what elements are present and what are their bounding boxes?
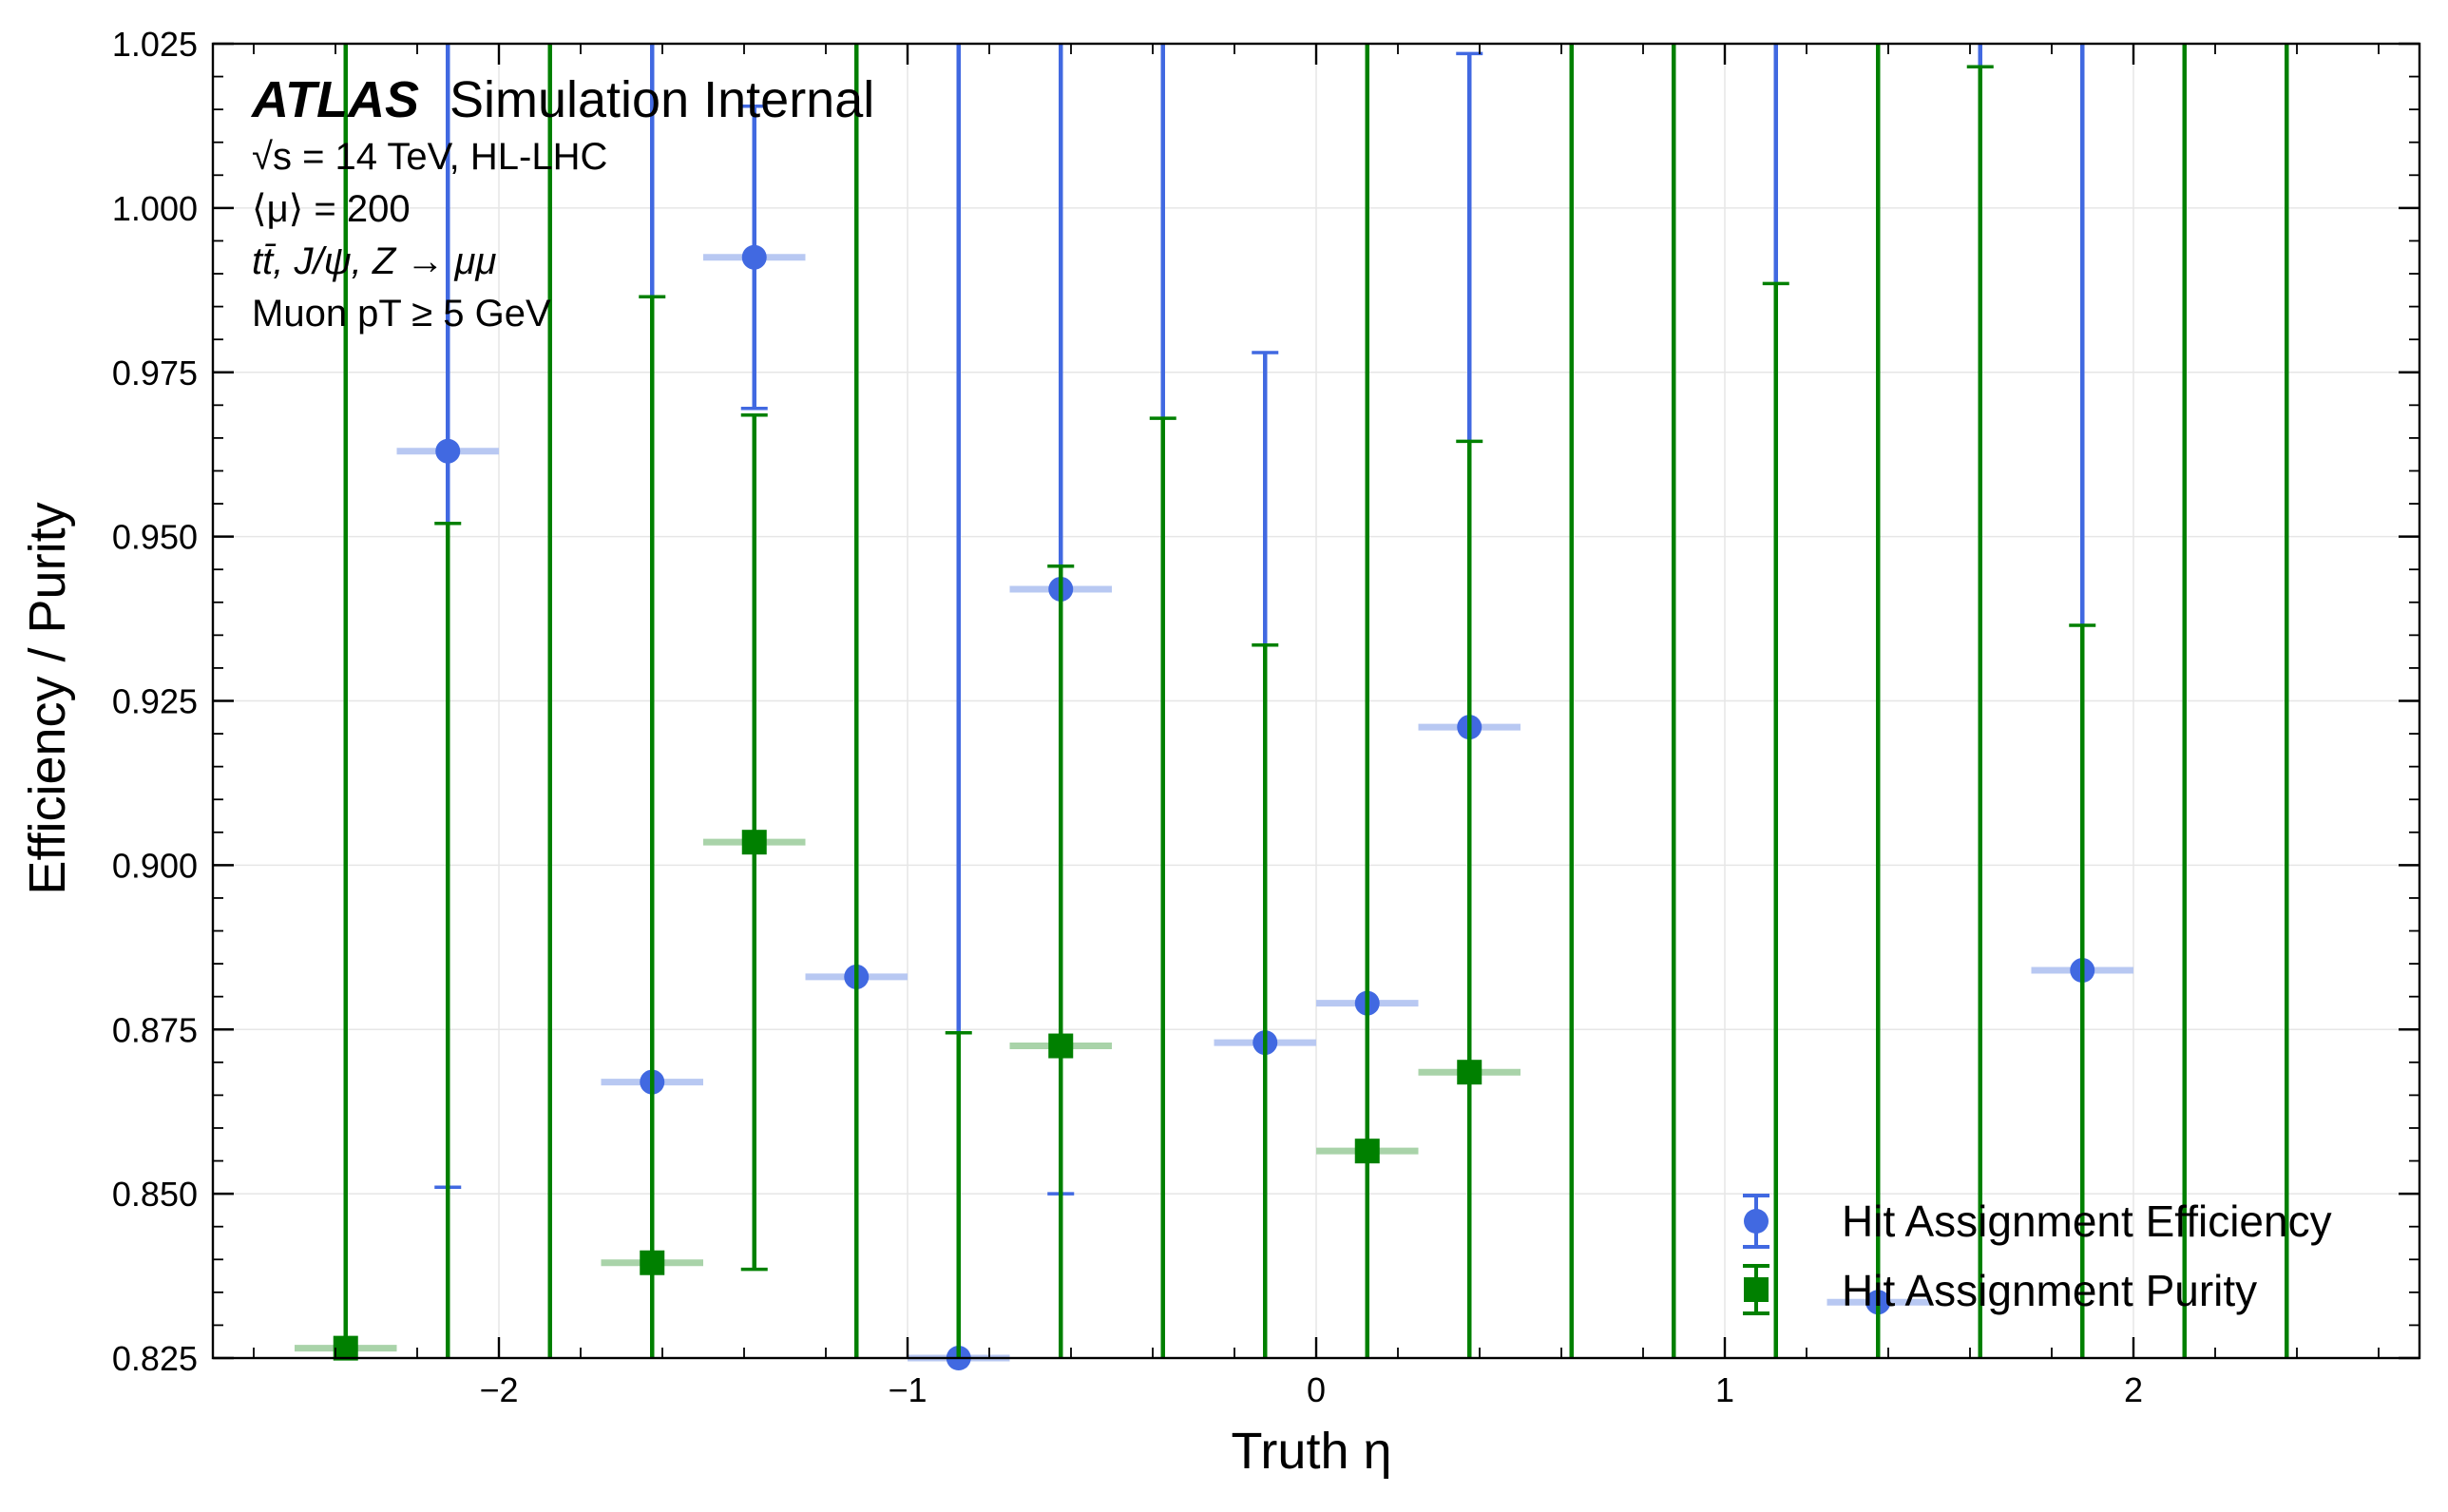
series-purity	[295, 44, 2289, 1361]
y-axis-label: Efficiency / Purity	[19, 502, 76, 894]
atlas-status-label: Simulation Internal	[449, 71, 874, 128]
data-point	[333, 1335, 358, 1361]
x-tick-label: 2	[2124, 1370, 2143, 1409]
atlas-label: ATLAS Simulation Internal √s = 14 TeV, H…	[250, 71, 874, 335]
axis-ticks: −2 −1 0 1 2 0.825 0.850 0.875 0.900 0.925 0.950 0.9…	[112, 25, 2419, 1409]
x-tick-label: −1	[888, 1370, 927, 1409]
x-axis-label: Truth η	[1231, 1423, 1391, 1480]
atlas-experiment-label: ATLAS	[250, 71, 419, 128]
process-line: tt̄, J/ψ, Z → μμ	[252, 240, 496, 282]
data-marks	[295, 44, 2289, 1370]
x-tick-label: −2	[479, 1370, 518, 1409]
cut-line: Muon pT ≥ 5 GeV	[252, 293, 551, 335]
y-tick-label: 0.850	[112, 1175, 198, 1214]
legend-efficiency-marker	[1743, 1194, 1769, 1249]
legend-purity-marker	[1743, 1264, 1769, 1315]
y-tick-label: 0.900	[112, 846, 198, 885]
data-point	[741, 244, 767, 270]
y-tick-label: 0.950	[112, 518, 198, 557]
y-tick-label: 1.025	[112, 25, 198, 64]
data-point	[640, 1250, 665, 1275]
legend: Hit Assignment Efficiency Hit Assignment…	[1743, 1194, 2332, 1315]
data-point	[435, 438, 461, 464]
data-point	[1048, 1033, 1074, 1059]
data-point	[1457, 1060, 1482, 1085]
x-tick-label: 0	[1307, 1370, 1326, 1409]
y-tick-label: 0.825	[112, 1339, 198, 1378]
data-point	[1354, 1139, 1380, 1164]
legend-efficiency-label: Hit Assignment Efficiency	[1842, 1196, 2332, 1246]
data-point	[741, 830, 767, 855]
y-tick-label: 0.975	[112, 354, 198, 392]
energy-line: √s = 14 TeV, HL-LHC	[252, 136, 607, 178]
y-tick-label: 0.875	[112, 1010, 198, 1049]
x-tick-label: 1	[1715, 1370, 1734, 1409]
y-tick-label: 1.000	[112, 189, 198, 228]
legend-purity-label: Hit Assignment Purity	[1842, 1266, 2257, 1315]
pileup-line: ⟨μ⟩ = 200	[252, 188, 411, 230]
y-tick-label: 0.925	[112, 682, 198, 721]
